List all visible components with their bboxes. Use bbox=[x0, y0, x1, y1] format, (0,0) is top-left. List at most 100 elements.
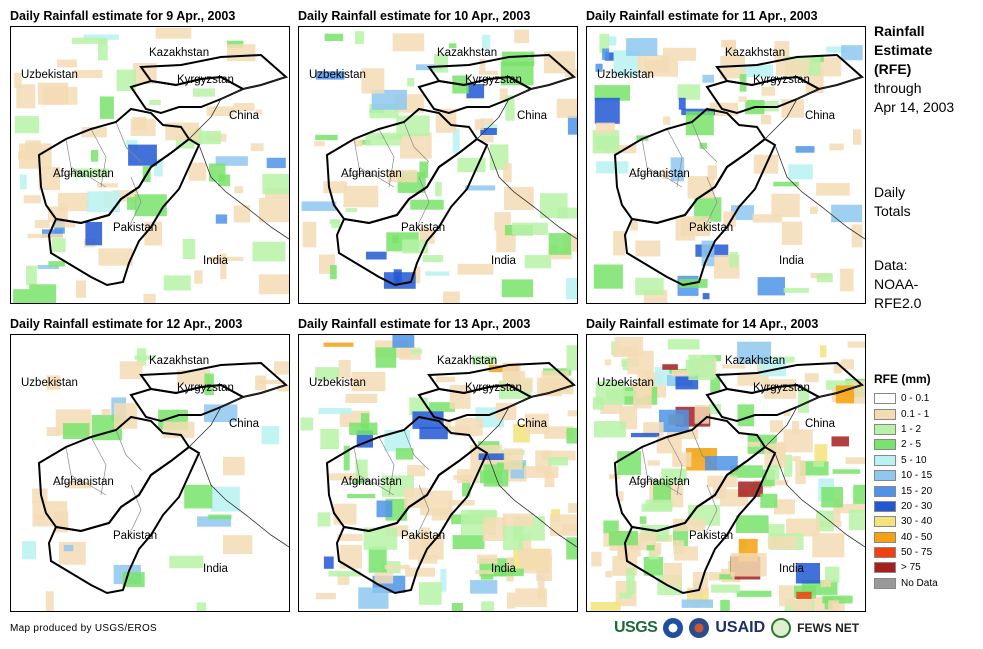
totals-line1: Daily bbox=[874, 184, 906, 200]
rainfall-cell bbox=[266, 157, 286, 169]
rainfall-cell bbox=[315, 134, 338, 141]
rainfall-cell bbox=[233, 102, 255, 112]
rainfall-cell bbox=[566, 537, 577, 560]
province-border bbox=[128, 484, 142, 536]
rainfall-cell bbox=[32, 488, 48, 504]
side-data-source: Data: NOAA- RFE2.0 bbox=[874, 256, 921, 313]
rainfall-cell bbox=[619, 592, 632, 599]
rainfall-cell bbox=[705, 456, 738, 471]
usgs-logo: USGS bbox=[614, 619, 658, 636]
rainfall-cell bbox=[783, 429, 813, 453]
rainfall-cell bbox=[592, 397, 604, 410]
rainfall-cell bbox=[501, 279, 534, 298]
rainfall-cell bbox=[443, 291, 460, 303]
rainfall-cell bbox=[702, 74, 714, 83]
noaa-logo-icon bbox=[663, 618, 684, 638]
rainfall-cell bbox=[315, 367, 339, 380]
rainfall-cell bbox=[343, 185, 379, 208]
rainfall-cell bbox=[853, 484, 865, 505]
rainfall-cell bbox=[127, 197, 137, 210]
country-label-china: China bbox=[517, 110, 548, 122]
rainfall-cell bbox=[226, 44, 256, 62]
rainfall-cell bbox=[315, 71, 345, 80]
rainfall-cell bbox=[594, 97, 620, 124]
rainfall-cell bbox=[785, 518, 820, 537]
province-border bbox=[343, 171, 395, 188]
rainfall-cell bbox=[631, 432, 660, 438]
province-border bbox=[666, 436, 683, 496]
rainfall-cell bbox=[544, 472, 555, 488]
rainfall-cell bbox=[493, 568, 524, 577]
rainfall-cell bbox=[505, 95, 515, 121]
rainfall-cell bbox=[48, 261, 65, 267]
legend-swatch bbox=[874, 531, 896, 543]
rainfall-cell bbox=[182, 238, 196, 260]
rainfall-cell bbox=[659, 409, 689, 433]
rainfall-cell bbox=[647, 460, 660, 466]
rainfall-cell bbox=[384, 430, 411, 452]
country-label-kazakhstan: Kazakhstan bbox=[149, 47, 210, 59]
country-label-afghanistan: Afghanistan bbox=[629, 476, 690, 488]
rainfall-cell bbox=[169, 555, 204, 569]
rainfall-cell bbox=[848, 509, 865, 531]
rainfall-cell bbox=[477, 554, 498, 564]
rainfall-cell bbox=[847, 341, 865, 348]
side-title-line1: Rainfall bbox=[874, 23, 925, 39]
rainfall-cell bbox=[63, 544, 74, 552]
country-label-kyrgyzstan: Kyrgyzstan bbox=[177, 74, 234, 86]
rainfall-cell bbox=[252, 241, 286, 262]
legend-label: 10 - 15 bbox=[901, 470, 933, 482]
rainfall-cell bbox=[720, 599, 730, 611]
rainfall-cell bbox=[363, 527, 398, 550]
country-label-china: China bbox=[805, 110, 836, 122]
rainfall-cell bbox=[566, 345, 577, 371]
rainfall-cell bbox=[197, 516, 232, 527]
rainfall-cell bbox=[452, 128, 460, 154]
rainfall-cell bbox=[537, 575, 545, 600]
country-label-india: India bbox=[779, 255, 804, 267]
rainfall-cell bbox=[821, 487, 843, 508]
country-label-kazakhstan: Kazakhstan bbox=[149, 355, 210, 367]
legend-label: 15 - 20 bbox=[901, 485, 933, 497]
map-frame: Kazakhstan Uzbekistan Kyrgyzstan China Afgha… bbox=[298, 334, 578, 612]
rainfall-cell bbox=[622, 361, 630, 371]
rainfall-cell bbox=[764, 443, 786, 469]
rainfall-cell bbox=[677, 84, 701, 100]
country-label-china: China bbox=[229, 110, 260, 122]
rainfall-cell bbox=[83, 34, 119, 40]
india-border bbox=[774, 452, 865, 548]
rainfall-cell bbox=[72, 168, 109, 178]
rainfall-map bbox=[592, 33, 865, 303]
country-label-china: China bbox=[517, 418, 548, 430]
legend-swatch bbox=[874, 547, 896, 559]
rainfall-cell bbox=[605, 570, 613, 578]
rainfall-cell bbox=[155, 27, 192, 39]
province-border bbox=[416, 176, 430, 228]
side-info: Rainfall Estimate (RFE) through Apr 14, … bbox=[874, 22, 954, 117]
data-line2: NOAA- bbox=[874, 276, 919, 292]
rainfall-cell bbox=[420, 527, 431, 550]
rainfall-cell bbox=[455, 417, 483, 437]
rainfall-cell bbox=[795, 146, 815, 153]
rainfall-cell bbox=[832, 469, 861, 474]
rainfall-cell bbox=[480, 570, 494, 580]
rainfall-cell bbox=[435, 376, 456, 383]
rainfall-cell bbox=[435, 182, 442, 197]
rainfall-cell bbox=[204, 404, 238, 423]
rainfall-cell bbox=[722, 364, 746, 369]
map-panel-6: Daily Rainfall estimate for 14 Apr., 200… bbox=[586, 317, 866, 617]
rainfall-cell bbox=[474, 119, 484, 130]
rainfall-cell bbox=[407, 77, 415, 87]
rainfall-cell bbox=[98, 38, 108, 61]
legend-item: 40 - 50 bbox=[874, 530, 938, 545]
rainfall-cell bbox=[525, 413, 549, 434]
rainfall-cell bbox=[646, 545, 655, 551]
rainfall-cell bbox=[46, 375, 61, 390]
india-border bbox=[486, 452, 577, 548]
rainfall-cell bbox=[590, 602, 621, 611]
rainfall-cell bbox=[457, 469, 480, 484]
rainfall-cell bbox=[783, 410, 791, 417]
rainfall-cell bbox=[22, 541, 36, 560]
rainfall-cell bbox=[826, 46, 847, 53]
rainfall-cell bbox=[738, 96, 747, 102]
